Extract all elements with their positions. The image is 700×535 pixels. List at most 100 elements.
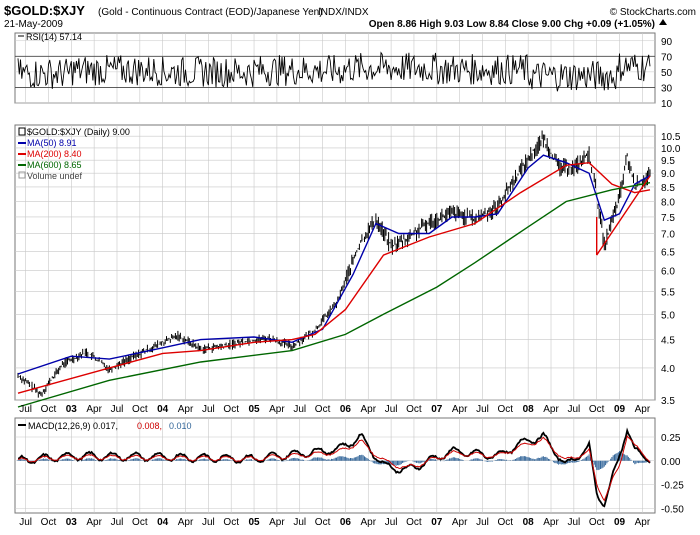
price-tick-label: 5.5 [661, 287, 675, 298]
macd-line [18, 427, 651, 508]
x-tick-label: Apr [635, 404, 651, 415]
x-tick-label: Jul [111, 404, 124, 415]
price-tick-label: 7.5 [661, 213, 675, 224]
macd-tick-label: -0.50 [661, 504, 684, 515]
x-tick-label: Jul [202, 517, 215, 528]
price-legend: $GOLD:$XJY (Daily) 9.00 MA(50) 8.91 MA(2… [18, 127, 130, 181]
rsi-tick-label: 50 [661, 68, 673, 79]
macd-hist-legend-label: 0.010 [169, 421, 192, 431]
x-tick-label: Jul [19, 404, 32, 415]
macd-panel [14, 417, 656, 514]
x-tick-label: 07 [431, 404, 443, 415]
x-tick-label: 06 [340, 517, 352, 528]
quote-line: Open 8.86 High 9.03 Low 8.84 Close 9.00 … [369, 19, 655, 30]
rsi-legend-label: RSI(14) 57.14 [26, 32, 82, 42]
x-tick-label: 06 [340, 404, 352, 415]
moving-average-line [17, 182, 651, 408]
exchange-label: INDX/INDX [318, 7, 369, 18]
price-tick-label: 4.0 [661, 364, 675, 375]
price-tick-label: 10.0 [661, 144, 681, 155]
rsi-tick-label: 30 [661, 83, 673, 94]
x-tick-label: Apr [543, 517, 559, 528]
price-tick-label: 6.5 [661, 247, 675, 258]
price-panel [14, 124, 656, 401]
x-tick-label: Apr [178, 404, 194, 415]
x-tick-label: 08 [523, 517, 535, 528]
x-tick-label: Apr [360, 404, 376, 415]
chart-date: 21-May-2009 [4, 19, 63, 30]
price-tick-label: 3.5 [661, 396, 675, 407]
x-tick-label: Apr [269, 517, 285, 528]
x-tick-label: Oct [589, 404, 605, 415]
symbol-description: (Gold - Continuous Contract (EOD)/Japane… [98, 7, 323, 18]
price-tick-label: 8.0 [661, 197, 675, 208]
x-tick-label: Apr [543, 404, 559, 415]
x-tick-label: Jul [567, 517, 580, 528]
x-tick-label: Apr [86, 404, 102, 415]
x-tick-label: Apr [86, 517, 102, 528]
x-tick-label: Apr [360, 517, 376, 528]
ma600-legend-label: MA(600) 8.65 [27, 160, 82, 170]
macd-tick-label: 0.25 [661, 433, 681, 444]
x-tick-label: Oct [498, 517, 514, 528]
volume-legend-swatch [18, 171, 26, 179]
moving-average-line [17, 154, 651, 375]
x-tick-label: 05 [248, 404, 260, 415]
macd-legend: MACD(12,26,9) 0.017, 0.008, 0.010 [18, 421, 192, 431]
x-tick-label: 05 [248, 517, 260, 528]
ma200-legend-label: MA(200) 8.40 [27, 149, 82, 159]
x-tick-label: Apr [452, 404, 468, 415]
macd-signal-legend-label: 0.008, [137, 421, 162, 431]
x-tick-label: Jul [293, 404, 306, 415]
up-triangle-icon [659, 19, 667, 25]
x-tick-label: Jul [385, 404, 398, 415]
x-tick-label: Jul [111, 517, 124, 528]
price-tick-label: 10.5 [661, 132, 681, 143]
grid-layer [15, 33, 655, 513]
x-tick-label: Oct [132, 404, 148, 415]
x-tick-label: Oct [498, 404, 514, 415]
macd-tick-label: 0.00 [661, 457, 681, 468]
x-tick-label: Jul [19, 517, 32, 528]
rsi-legend: RSI(14) 57.14 [18, 32, 82, 42]
x-tick-label: Oct [223, 517, 239, 528]
price-tick-label: 4.5 [661, 336, 675, 347]
symbol-title: $GOLD:$XJY [4, 3, 85, 18]
x-tick-label: Apr [635, 517, 651, 528]
x-tick-label: Apr [178, 517, 194, 528]
x-tick-label: Apr [452, 517, 468, 528]
trendline [596, 175, 651, 256]
x-tick-label: 07 [431, 517, 443, 528]
rsi-tick-label: 90 [661, 37, 673, 48]
price-tick-label: 8.5 [661, 183, 675, 194]
rsi-tick-label: 10 [661, 99, 673, 110]
x-tick-label: Oct [406, 517, 422, 528]
macd-tick-label: -0.25 [661, 481, 684, 492]
x-tick-label: Oct [223, 404, 239, 415]
x-tick-label: Apr [269, 404, 285, 415]
x-tick-label: 04 [157, 517, 169, 528]
x-tick-label: 03 [66, 404, 78, 415]
price-legend-label: $GOLD:$XJY (Daily) 9.00 [27, 127, 130, 137]
price-tick-label: 7.0 [661, 230, 675, 241]
series-layer [17, 51, 651, 508]
x-tick-label: Jul [293, 517, 306, 528]
ma50-legend-label: MA(50) 8.91 [27, 138, 77, 148]
price-tick-label: 5.0 [661, 310, 675, 321]
x-tick-label: Oct [589, 517, 605, 528]
price-legend-swatch [18, 127, 26, 136]
x-tick-label: 09 [614, 517, 626, 528]
x-tick-label: Jul [202, 404, 215, 415]
macd-signal-line [18, 434, 651, 502]
x-tick-label: Jul [476, 404, 489, 415]
macd-line-legend-label: MACD(12,26,9) 0.017, [28, 421, 118, 431]
x-tick-label: Oct [315, 517, 331, 528]
x-tick-label: 03 [66, 517, 78, 528]
price-tick-label: 9.0 [661, 169, 675, 180]
x-tick-label: 08 [523, 404, 535, 415]
axis-layer: 3.54.04.55.05.56.06.57.07.58.08.59.09.51… [19, 37, 684, 528]
volume-legend-label: Volume undef [27, 171, 83, 181]
x-tick-label: Jul [567, 404, 580, 415]
rsi-tick-label: 70 [661, 52, 673, 63]
